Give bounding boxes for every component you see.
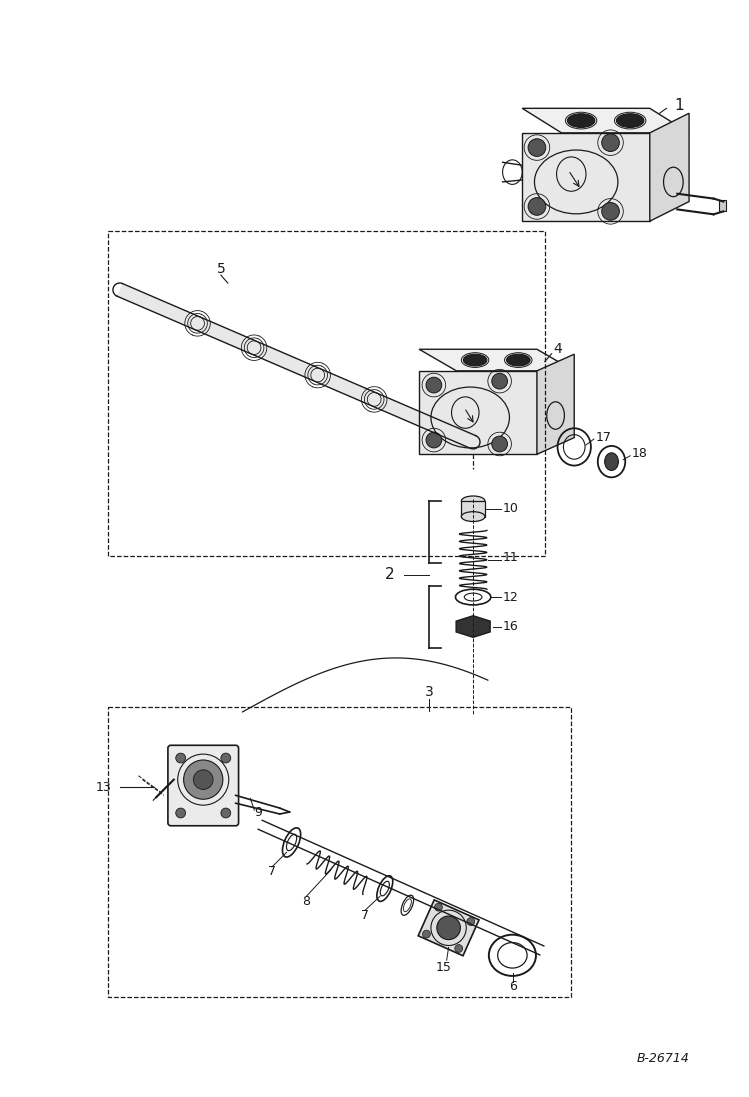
- Circle shape: [221, 808, 231, 818]
- Polygon shape: [117, 284, 476, 449]
- Circle shape: [492, 437, 508, 452]
- Bar: [718, 200, 727, 212]
- Text: 18: 18: [632, 448, 648, 461]
- Ellipse shape: [604, 453, 619, 471]
- Text: 2: 2: [385, 567, 395, 583]
- Circle shape: [434, 903, 443, 912]
- Polygon shape: [419, 371, 537, 454]
- Circle shape: [422, 930, 431, 938]
- Circle shape: [184, 760, 223, 800]
- Bar: [461, 501, 485, 517]
- Text: B-26714: B-26714: [636, 1052, 689, 1065]
- Ellipse shape: [461, 511, 485, 521]
- Polygon shape: [522, 133, 650, 222]
- Circle shape: [601, 203, 619, 220]
- Circle shape: [176, 754, 186, 762]
- Text: 8: 8: [303, 895, 310, 908]
- Ellipse shape: [464, 354, 487, 366]
- Circle shape: [426, 377, 442, 393]
- Text: 6: 6: [509, 981, 518, 993]
- Text: 7: 7: [361, 908, 369, 921]
- Polygon shape: [456, 615, 490, 637]
- Circle shape: [193, 770, 213, 790]
- Ellipse shape: [461, 496, 485, 506]
- Circle shape: [467, 918, 475, 926]
- Ellipse shape: [616, 114, 644, 127]
- Ellipse shape: [172, 771, 184, 780]
- Text: 16: 16: [503, 620, 518, 633]
- Text: 9: 9: [254, 805, 262, 818]
- Circle shape: [492, 373, 508, 389]
- Polygon shape: [537, 354, 574, 454]
- Polygon shape: [419, 349, 574, 371]
- Text: 11: 11: [503, 552, 518, 564]
- Circle shape: [176, 808, 186, 818]
- Text: 1: 1: [674, 98, 684, 113]
- Text: 4: 4: [554, 342, 562, 355]
- Circle shape: [221, 754, 231, 762]
- Circle shape: [437, 916, 461, 940]
- Polygon shape: [522, 109, 689, 133]
- Text: 10: 10: [503, 502, 518, 516]
- Text: 7: 7: [268, 866, 276, 879]
- Circle shape: [426, 432, 442, 448]
- Text: 17: 17: [595, 431, 612, 443]
- Circle shape: [528, 138, 546, 157]
- Polygon shape: [418, 900, 479, 955]
- Text: 15: 15: [436, 961, 452, 974]
- Ellipse shape: [506, 354, 530, 366]
- Circle shape: [455, 945, 463, 952]
- FancyBboxPatch shape: [168, 745, 239, 826]
- Text: 3: 3: [425, 686, 434, 699]
- Text: 13: 13: [95, 781, 111, 794]
- Circle shape: [528, 197, 546, 215]
- Ellipse shape: [567, 114, 595, 127]
- Polygon shape: [650, 113, 689, 222]
- Text: 12: 12: [503, 590, 518, 603]
- Text: 5: 5: [216, 262, 225, 276]
- Circle shape: [601, 134, 619, 151]
